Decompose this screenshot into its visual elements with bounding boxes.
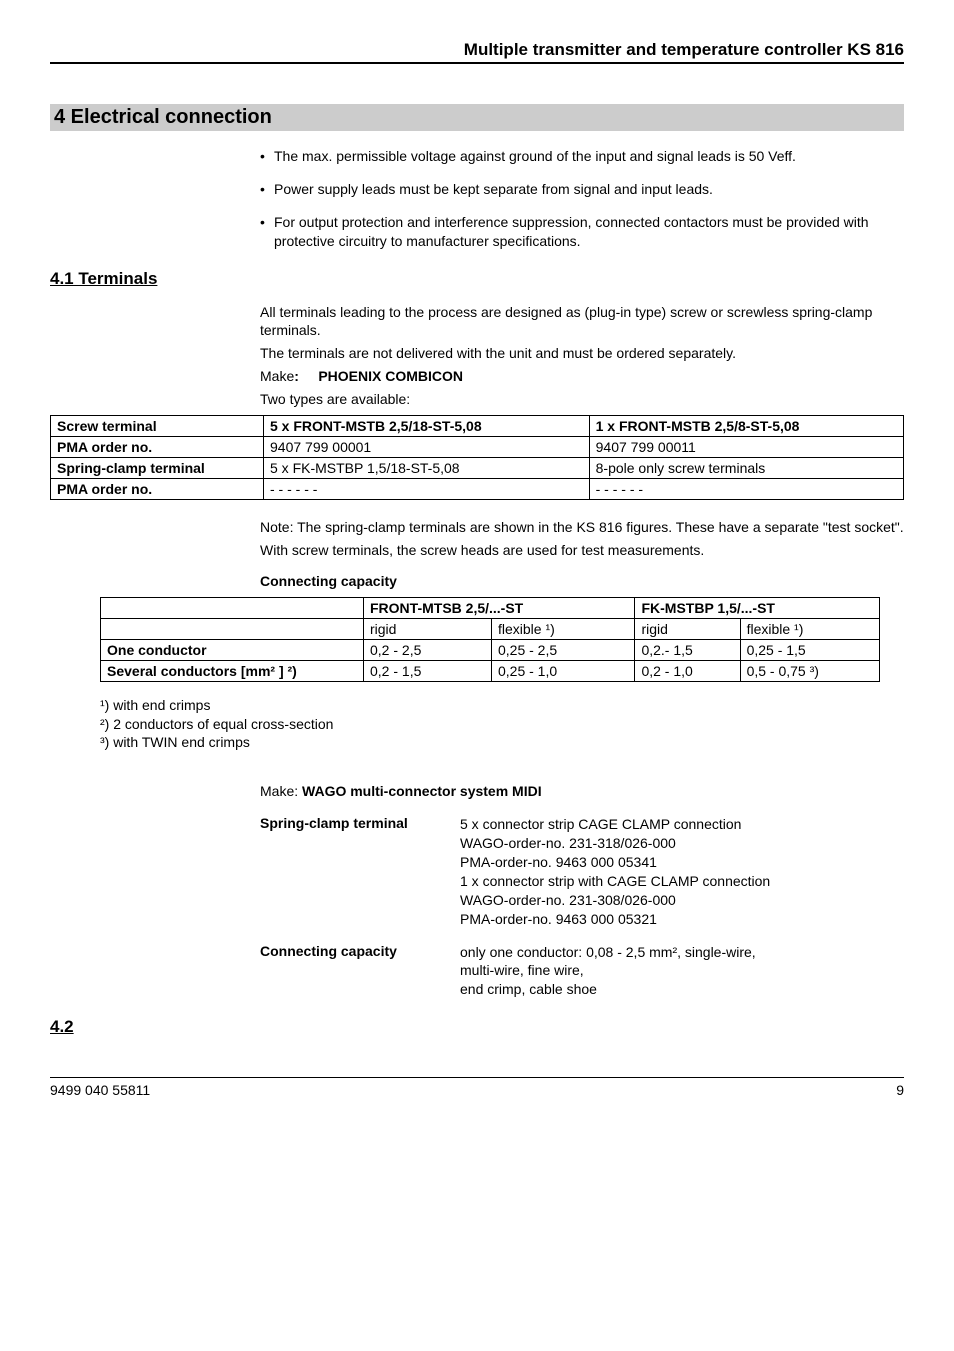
table-cell: PMA order no. [51, 437, 264, 458]
table-cell: Several conductors [mm² ] ²) [101, 660, 364, 681]
bullet-item: Power supply leads must be kept separate… [260, 180, 904, 199]
table-cell: Spring-clamp terminal [51, 458, 264, 479]
footnote-item: ²) 2 conductors of equal cross-section [100, 715, 904, 734]
footnote-item: ¹) with end crimps [100, 696, 904, 715]
section-4-1-heading: 4.1 Terminals [50, 269, 904, 289]
connecting-capacity-value: only one conductor: 0,08 - 2,5 mm², sing… [460, 943, 904, 1000]
make-line: Make: PHOENIX COMBICON [260, 367, 904, 386]
table-cell: FRONT-MTSB 2,5/...-ST [364, 597, 635, 618]
terminals-table: Screw terminal 5 x FRONT-MSTB 2,5/18-ST-… [50, 415, 904, 500]
table-cell: 9407 799 00001 [264, 437, 590, 458]
footer-left: 9499 040 55811 [50, 1082, 150, 1098]
table-cell: - - - - - - [264, 479, 590, 500]
table-cell: FK-MSTBP 1,5/...-ST [635, 597, 880, 618]
section-4-2-heading: 4.2 [50, 1017, 904, 1037]
page-footer: 9499 040 55811 9 [50, 1077, 904, 1098]
table-cell: flexible ¹) [491, 618, 634, 639]
wago-block: Make: WAGO multi-connector system MIDI S… [260, 782, 904, 999]
table-cell: 0,2 - 1,0 [635, 660, 740, 681]
table-cell: Screw terminal [51, 416, 264, 437]
table-cell: 8-pole only screw terminals [589, 458, 903, 479]
table-cell: PMA order no. [51, 479, 264, 500]
spring-clamp-value: 5 x connector strip CAGE CLAMP connectio… [460, 815, 904, 928]
spring-clamp-label: Spring-clamp terminal [260, 815, 460, 928]
table-cell [101, 597, 364, 618]
table-cell: rigid [635, 618, 740, 639]
table-cell: 0,25 - 1,0 [491, 660, 634, 681]
footnotes: ¹) with end crimps ²) 2 conductors of eq… [100, 696, 904, 753]
section-4-1-intro: All terminals leading to the process are… [260, 303, 904, 409]
page-title: Multiple transmitter and temperature con… [50, 40, 904, 62]
table-cell [101, 618, 364, 639]
table-cell: flexible ¹) [740, 618, 879, 639]
table-cell: 0,25 - 1,5 [740, 639, 879, 660]
intro-text: All terminals leading to the process are… [260, 303, 904, 341]
connecting-capacity-label: Connecting capacity [260, 943, 460, 1000]
table-cell: 5 x FK-MSTBP 1,5/18-ST-5,08 [264, 458, 590, 479]
header-rule [50, 62, 904, 64]
bullet-item: The max. permissible voltage against gro… [260, 147, 904, 166]
table-cell: 0,2 - 1,5 [364, 660, 492, 681]
table-cell: 0,2.- 1,5 [635, 639, 740, 660]
table-cell: - - - - - - [589, 479, 903, 500]
table-cell: 5 x FRONT-MSTB 2,5/18-ST-5,08 [264, 416, 590, 437]
table-cell: 0,5 - 0,75 ³) [740, 660, 879, 681]
intro-text: Two types are available: [260, 390, 904, 409]
footnote-item: ³) with TWIN end crimps [100, 733, 904, 752]
table-cell: 0,2 - 2,5 [364, 639, 492, 660]
note-text: With screw terminals, the screw heads ar… [260, 541, 904, 560]
table-cell: 9407 799 00011 [589, 437, 903, 458]
bullet-item: For output protection and interference s… [260, 213, 904, 251]
capacity-table: FRONT-MTSB 2,5/...-ST FK-MSTBP 1,5/...-S… [100, 597, 880, 682]
section-4-heading: 4 Electrical connection [50, 104, 904, 131]
section-4-bullets: The max. permissible voltage against gro… [260, 147, 904, 251]
notes-block: Note: The spring-clamp terminals are sho… [260, 518, 904, 591]
connecting-capacity-heading: Connecting capacity [260, 572, 904, 591]
wago-make-line: Make: WAGO multi-connector system MIDI [260, 782, 904, 801]
table-cell: rigid [364, 618, 492, 639]
note-text: Note: The spring-clamp terminals are sho… [260, 518, 904, 537]
table-cell: 1 x FRONT-MSTB 2,5/8-ST-5,08 [589, 416, 903, 437]
table-cell: One conductor [101, 639, 364, 660]
intro-text: The terminals are not delivered with the… [260, 344, 904, 363]
table-cell: 0,25 - 2,5 [491, 639, 634, 660]
footer-right: 9 [896, 1082, 904, 1098]
